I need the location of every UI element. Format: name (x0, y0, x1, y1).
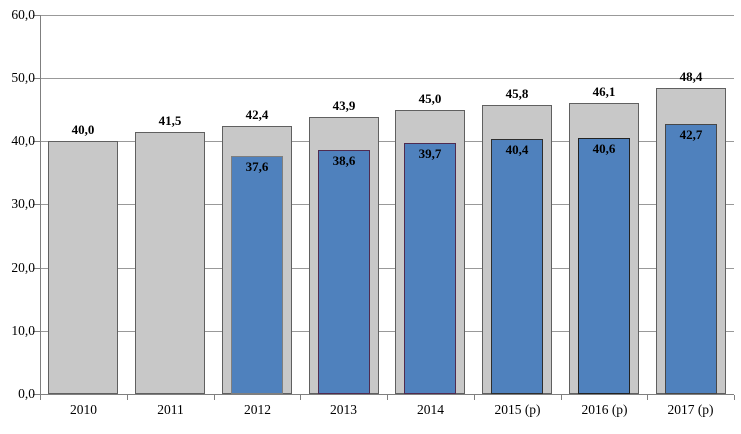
x-axis-label: 2015 (p) (494, 402, 541, 417)
outer-bar (48, 141, 118, 394)
inner-value-label: 42,7 (679, 127, 703, 142)
x-tick (40, 395, 41, 400)
inner-value-label: 40,4 (505, 142, 529, 157)
y-tick (33, 204, 40, 205)
inner-bar: 37,6 (231, 156, 283, 394)
outer-value-label: 46,1 (592, 84, 616, 99)
y-tick (33, 394, 40, 395)
inner-value-label: 39,7 (418, 146, 442, 161)
x-tick (387, 395, 388, 400)
x-axis-label: 2017 (p) (667, 402, 714, 417)
y-axis-label: 40,0 (11, 133, 35, 148)
outer-value-label: 42,4 (245, 107, 269, 122)
x-axis-label: 2011 (157, 402, 184, 417)
y-gridline (40, 78, 734, 79)
inner-bar: 42,7 (665, 124, 717, 394)
y-gridline (40, 15, 734, 16)
y-tick (33, 141, 40, 142)
x-axis-line (33, 394, 734, 395)
y-axis-label: 60,0 (11, 7, 35, 22)
y-tick (33, 268, 40, 269)
inner-value-label: 37,6 (245, 159, 269, 174)
x-tick (561, 395, 562, 400)
outer-value-label: 45,0 (418, 91, 442, 106)
x-tick (127, 395, 128, 400)
y-gridline (40, 268, 734, 269)
inner-value-label: 40,6 (592, 141, 616, 156)
y-tick (33, 15, 40, 16)
y-axis-label: 50,0 (11, 70, 35, 85)
x-axis-label: 2013 (330, 402, 357, 417)
y-axis-label: 10,0 (11, 323, 35, 338)
y-gridline (40, 141, 734, 142)
outer-value-label: 45,8 (505, 86, 529, 101)
outer-bar (135, 132, 205, 394)
x-axis-label: 2012 (244, 402, 271, 417)
x-tick (474, 395, 475, 400)
y-tick (33, 78, 40, 79)
x-tick (300, 395, 301, 400)
x-axis-label: 2016 (p) (581, 402, 628, 417)
y-axis-label: 30,0 (11, 196, 35, 211)
outer-value-label: 43,9 (332, 98, 356, 113)
y-axis-label: 0,0 (18, 386, 35, 401)
x-tick (734, 395, 735, 400)
y-tick (33, 331, 40, 332)
x-tick (214, 395, 215, 400)
y-gridline (40, 204, 734, 205)
inner-bar: 40,6 (578, 138, 630, 394)
y-axis-label: 20,0 (11, 260, 35, 275)
plot-area: 40,0 41,5 42,4 37,6 43,9 38,6 45,0 39,7 45,8 40,4… (40, 15, 734, 394)
inner-bar: 39,7 (404, 143, 456, 394)
outer-value-label: 48,4 (679, 69, 703, 84)
x-tick (647, 395, 648, 400)
y-gridline (40, 331, 734, 332)
inner-bar: 40,4 (491, 139, 543, 394)
inner-bar: 38,6 (318, 150, 370, 394)
inner-value-label: 38,6 (332, 153, 356, 168)
outer-value-label: 41,5 (158, 113, 182, 128)
x-axis-label: 2010 (70, 402, 97, 417)
x-axis-label: 2014 (417, 402, 444, 417)
outer-value-label: 40,0 (71, 122, 95, 137)
y-axis-line (40, 15, 41, 395)
